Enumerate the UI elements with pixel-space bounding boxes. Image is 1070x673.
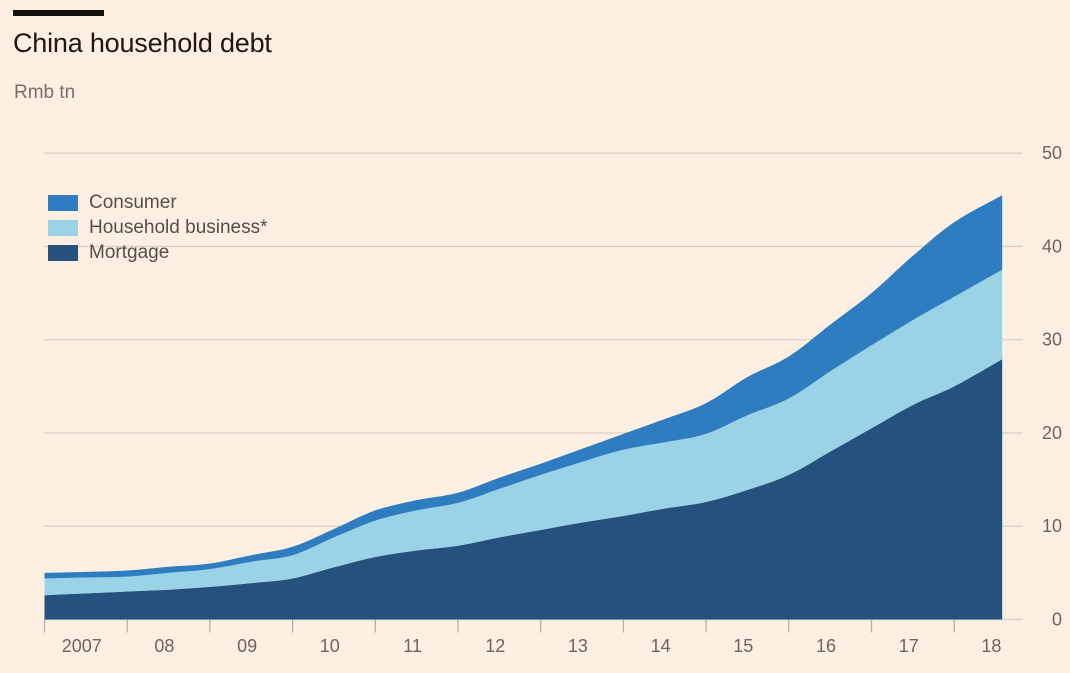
x-axis-label: 2007 <box>62 636 102 656</box>
y-axis-label: 10 <box>1042 516 1062 536</box>
title-rule <box>13 10 104 16</box>
y-axis-label: 30 <box>1042 330 1062 350</box>
x-axis-label: 14 <box>651 636 671 656</box>
x-axis-label: 15 <box>733 636 753 656</box>
y-axis-label: 50 <box>1042 143 1062 163</box>
x-axis-label: 08 <box>154 636 174 656</box>
y-axis-label: 20 <box>1042 423 1062 443</box>
household-business-swatch-icon <box>48 219 78 236</box>
area-mortgage <box>44 359 1003 620</box>
x-axis-label: 17 <box>899 636 919 656</box>
y-axis-label: 0 <box>1052 610 1062 630</box>
legend-item-mortgage: Mortgage <box>48 242 268 263</box>
mortgage-swatch-icon <box>48 244 78 261</box>
legend-label: Mortgage <box>89 242 170 263</box>
x-axis-label: 09 <box>237 636 257 656</box>
legend: Consumer Household business* Mortgage <box>48 192 268 263</box>
consumer-swatch-icon <box>48 194 78 211</box>
chart-title: China household debt <box>13 28 272 58</box>
x-axis-label: 10 <box>320 636 340 656</box>
area-household-business <box>44 269 1003 596</box>
legend-label: Consumer <box>89 192 177 213</box>
x-axis-label: 13 <box>568 636 588 656</box>
y-axis-label: 40 <box>1042 236 1062 256</box>
x-axis-label: 12 <box>485 636 505 656</box>
x-axis-label: 11 <box>403 636 422 656</box>
legend-label: Household business* <box>89 217 268 238</box>
x-axis-label: 16 <box>816 636 836 656</box>
chart-subtitle: Rmb tn <box>14 82 76 103</box>
legend-item-household-business: Household business* <box>48 217 268 238</box>
legend-item-consumer: Consumer <box>48 192 268 213</box>
x-axis-label: 18 <box>981 636 1001 656</box>
